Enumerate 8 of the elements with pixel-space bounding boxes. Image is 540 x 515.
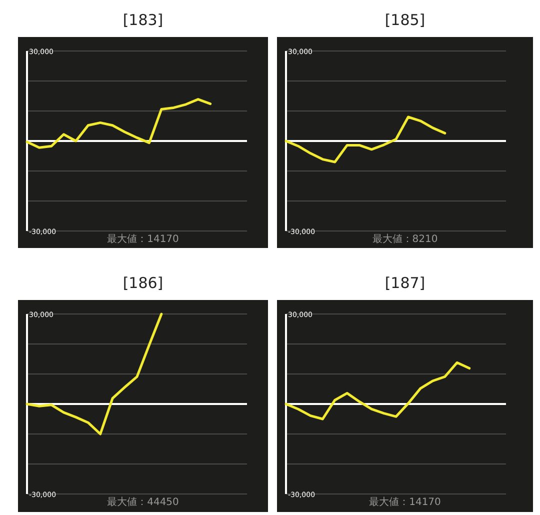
text: 最大値：14170	[369, 496, 441, 508]
text: 最大値：8210	[372, 233, 438, 245]
text: 最大値：14170	[107, 233, 179, 245]
chart-title: [187]	[384, 274, 426, 292]
chart-title: [183]	[122, 11, 164, 29]
text: 最大値：44450	[107, 496, 179, 508]
chart-title: [186]	[122, 274, 164, 292]
chart-title: [185]	[384, 11, 426, 29]
